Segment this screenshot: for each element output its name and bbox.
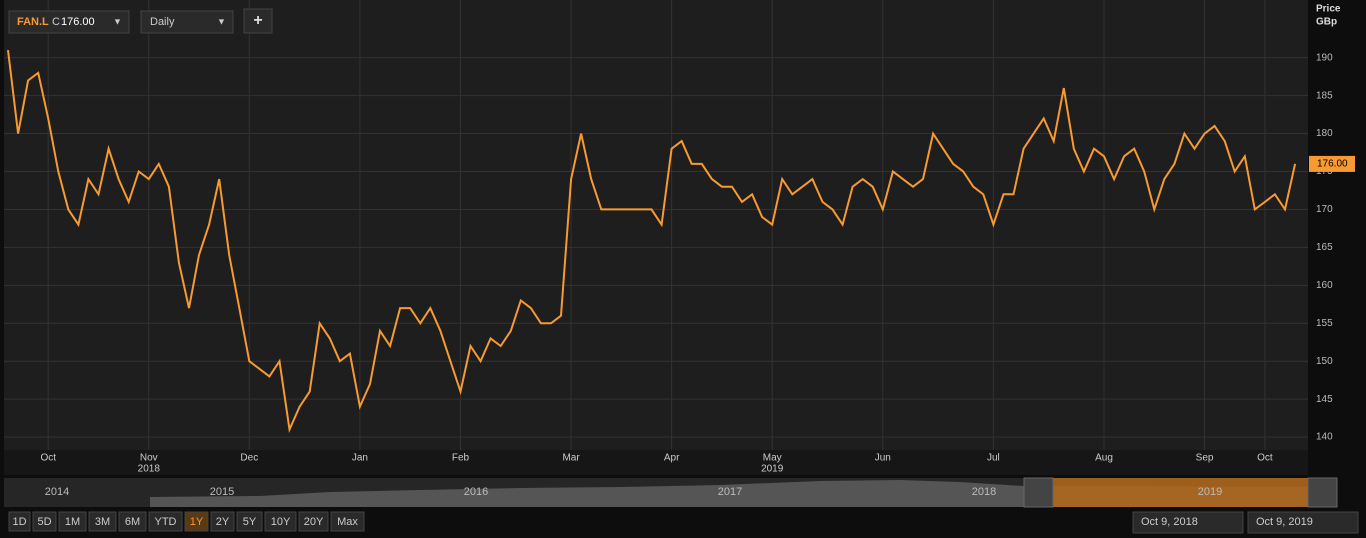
y-tick-label: 185 (1316, 90, 1333, 101)
range-button-label: 5D (37, 516, 51, 528)
navigator-year: 2018 (972, 486, 996, 498)
range-button-label: Max (337, 516, 358, 528)
x-tick-label: Mar (562, 453, 580, 464)
range-buttons: 1D 5D 1M 3M 6M YTD 1Y 2Y 5Y 10Y 20Y Max (8, 511, 365, 532)
range-button[interactable] (330, 511, 365, 532)
navigator-year: 2019 (1198, 486, 1222, 498)
add-icon: + (253, 12, 262, 29)
x-year-label: 2018 (138, 464, 161, 475)
range-button-label: 20Y (304, 516, 324, 528)
navigator-year: 2016 (464, 486, 488, 498)
x-tick-label: May (763, 453, 782, 464)
range-button-label: 3M (95, 516, 110, 528)
current-price-tag (1309, 155, 1355, 172)
y-tick-label: 180 (1316, 128, 1333, 139)
y-tick-label: 155 (1316, 318, 1333, 329)
x-tick-label: Oct (40, 453, 56, 464)
range-button[interactable] (298, 511, 329, 532)
range-button-label: 1M (65, 516, 80, 528)
x-tick-label: Dec (240, 453, 258, 464)
y-label: Price (1316, 4, 1341, 15)
date-from-box[interactable] (1132, 511, 1244, 534)
y-tick-label: 165 (1316, 242, 1333, 253)
range-button[interactable] (8, 511, 31, 532)
range-button-label: 1D (12, 516, 26, 528)
range-button-label: 2Y (216, 516, 230, 528)
close-value: 176.00 (61, 16, 95, 28)
x-tick-label: Jul (987, 453, 1000, 464)
range-button[interactable] (236, 511, 263, 532)
add-button[interactable] (243, 8, 273, 34)
x-tick-label: Oct (1257, 453, 1273, 464)
date-from: Oct 9, 2018 (1141, 516, 1198, 528)
range-button[interactable] (210, 511, 235, 532)
range-button-label: 6M (125, 516, 140, 528)
range-button-label: 10Y (271, 516, 291, 528)
range-button[interactable] (58, 511, 87, 532)
date-to: Oct 9, 2019 (1256, 516, 1313, 528)
navigator-year: 2017 (718, 486, 742, 498)
symbol-box[interactable] (8, 10, 130, 34)
navigator-year: 2014 (45, 486, 69, 498)
y-unit: GBp (1316, 17, 1337, 28)
navigator-selection[interactable] (1024, 478, 1308, 507)
y-tick-label: 150 (1316, 356, 1333, 367)
range-button[interactable] (148, 511, 183, 532)
x-year-label: 2019 (761, 464, 784, 475)
y-tick-label: 140 (1316, 432, 1333, 443)
x-tick-label: Apr (664, 453, 680, 464)
navigator-area (150, 480, 1308, 507)
range-button-label: 5Y (243, 516, 257, 528)
range-button[interactable] (118, 511, 147, 532)
symbol: FAN.L (17, 16, 49, 28)
plot-area (4, 0, 1308, 450)
x-tick-label: Nov (140, 453, 158, 464)
current-price-label: 176.00 (1317, 159, 1348, 170)
y-tick-label: 170 (1316, 204, 1333, 215)
navigator-year: 2015 (210, 486, 234, 498)
navigator-labels: 2014 2015 2016 2017 2018 2019 (45, 486, 1222, 498)
y-tick-label: 160 (1316, 280, 1333, 291)
range-button[interactable] (32, 511, 57, 532)
x-tick-label: Aug (1095, 453, 1113, 464)
dropdown-arrow: ▼ (113, 16, 122, 26)
close-prefix: C (52, 16, 60, 28)
x-axis-area (4, 450, 1308, 475)
x-tick-label: Jan (352, 453, 368, 464)
range-button-label: 1Y (190, 516, 204, 528)
range-button-label: YTD (155, 516, 177, 528)
interval-box[interactable] (140, 10, 234, 34)
navigator-handle[interactable] (1023, 477, 1054, 508)
dropdown-arrow: ▼ (217, 16, 226, 26)
x-tick-label: Jun (875, 453, 891, 464)
range-button[interactable] (264, 511, 297, 532)
x-tick-label: Feb (452, 453, 470, 464)
y-tick-label: 190 (1316, 52, 1333, 63)
x-tick-label: Sep (1196, 453, 1214, 464)
navigator-handle[interactable] (1307, 477, 1338, 508)
price-line (7, 49, 1297, 434)
interval: Daily (150, 16, 175, 28)
y-tick-label: 145 (1316, 394, 1333, 405)
range-button[interactable] (88, 511, 117, 532)
range-button[interactable] (184, 511, 209, 532)
date-to-box[interactable] (1247, 511, 1359, 534)
